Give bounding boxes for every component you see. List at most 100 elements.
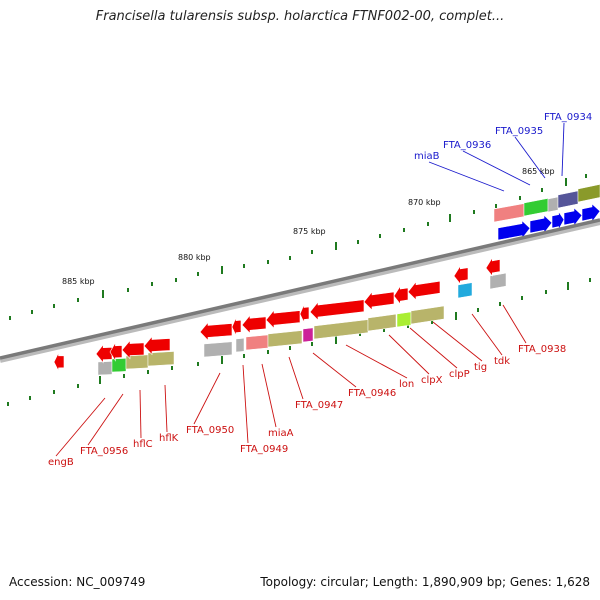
scale-tick	[495, 204, 497, 208]
reverse-gene-arrow	[393, 285, 409, 305]
gene-label: FTA_0956	[80, 446, 128, 457]
gene-label: FTA_0934	[544, 112, 592, 123]
tick-marks	[7, 174, 591, 406]
cog-segment	[457, 282, 473, 299]
scale-tick	[77, 298, 79, 302]
leader-line	[345, 344, 408, 379]
scale-tick	[383, 328, 385, 332]
leader-line	[561, 122, 565, 177]
forward-gene-arrow	[551, 210, 565, 230]
scale-tick	[175, 278, 177, 282]
scale-labels: 865 kbp 870 kbp 875 kbp 880 kbp 885 kbp	[62, 167, 555, 286]
scale-label: 870 kbp	[408, 198, 441, 207]
cog-segment	[523, 198, 549, 217]
scale-tick	[9, 316, 11, 320]
scale-tick	[311, 250, 313, 254]
leader-line	[193, 372, 221, 425]
leader-line	[55, 397, 106, 457]
scale-tick	[197, 362, 199, 366]
leader-line	[261, 363, 277, 428]
reverse-gene-arrow	[485, 256, 501, 277]
leader-line	[514, 136, 546, 179]
cog-segment	[302, 327, 314, 343]
reverse-gene-arrow	[309, 299, 365, 321]
forward-gene-arrow	[581, 203, 600, 223]
accession-text: Accession: NC_009749	[9, 575, 146, 589]
cog-segment	[577, 184, 600, 203]
gene-label: clpP	[449, 369, 470, 380]
cog-segment	[267, 330, 303, 348]
scale-tick	[31, 310, 33, 314]
scale-tick	[335, 242, 337, 250]
scale-tick	[431, 320, 433, 324]
scale-label: 885 kbp	[62, 277, 95, 286]
scale-tick	[53, 390, 55, 394]
scale-tick	[147, 370, 149, 374]
gene-label: FTA_0946	[348, 388, 396, 399]
map-title: Francisella tularensis subsp. holarctica…	[95, 9, 505, 24]
cog-segment	[147, 351, 175, 367]
leader-line	[462, 150, 531, 186]
scale-tick	[499, 302, 501, 306]
leader-line	[164, 384, 168, 433]
scale-tick	[221, 266, 223, 274]
reverse-gene-arrow	[265, 309, 301, 329]
scale-tick	[221, 356, 223, 364]
scale-tick	[427, 222, 429, 226]
reverse-gene-arrow	[231, 317, 242, 336]
scale-tick	[449, 214, 451, 222]
reverse-gene-arrow	[143, 335, 171, 356]
gene-label: tdk	[494, 356, 510, 367]
scale-tick	[357, 240, 359, 244]
scale-tick	[541, 188, 543, 192]
scale-tick	[589, 278, 591, 282]
cog-track	[97, 184, 600, 376]
scale-tick	[53, 304, 55, 308]
leader-line	[432, 321, 483, 362]
reverse-gene-arrow	[241, 314, 267, 334]
cog-segment	[367, 313, 397, 332]
cog-segment	[245, 334, 269, 351]
gene-label: FTA_0950	[186, 425, 234, 436]
reverse-gene-arrow	[299, 304, 310, 323]
scale-tick	[403, 228, 405, 232]
gene-label: miaA	[268, 428, 294, 439]
reverse-gene-arrow	[95, 343, 113, 364]
gene-label: hflC	[133, 439, 153, 450]
scale-tick	[267, 350, 269, 354]
scale-label: 875 kbp	[293, 227, 326, 236]
reverse-gene-arrow	[121, 339, 145, 360]
genome-summary-text: Topology: circular; Length: 1,890,909 bp…	[260, 575, 590, 589]
scale-tick	[77, 384, 79, 388]
cog-segment	[410, 305, 445, 325]
forward-gene-arrow	[563, 207, 583, 227]
scale-tick	[379, 234, 381, 238]
scale-tick	[123, 374, 125, 378]
gene-label: lon	[399, 379, 414, 390]
leader-line	[87, 393, 124, 446]
reverse-gene-arrow	[53, 352, 65, 372]
leader-line	[242, 364, 249, 444]
scale-tick	[267, 260, 269, 264]
leader-line	[388, 334, 430, 375]
forward-gene-arrow	[529, 214, 553, 235]
scale-tick	[521, 296, 523, 300]
scale-tick	[359, 332, 361, 336]
leader-line	[502, 304, 527, 344]
scale-label: 865 kbp	[522, 167, 555, 176]
cog-segment	[396, 311, 412, 328]
scale-tick	[519, 196, 521, 200]
reverse-gene-arrow	[363, 291, 395, 311]
reverse-gene-arrow	[453, 264, 469, 285]
cog-segment	[547, 196, 559, 213]
gene-label: hflK	[159, 433, 179, 444]
gene-label: FTA_0947	[295, 400, 343, 411]
scale-tick	[565, 178, 567, 186]
scale-tick	[7, 402, 9, 406]
scale-tick	[99, 376, 101, 384]
scale-tick	[407, 324, 409, 328]
leader-line	[139, 389, 142, 439]
cog-segment	[111, 358, 127, 373]
gene-label: miaB	[414, 151, 440, 162]
